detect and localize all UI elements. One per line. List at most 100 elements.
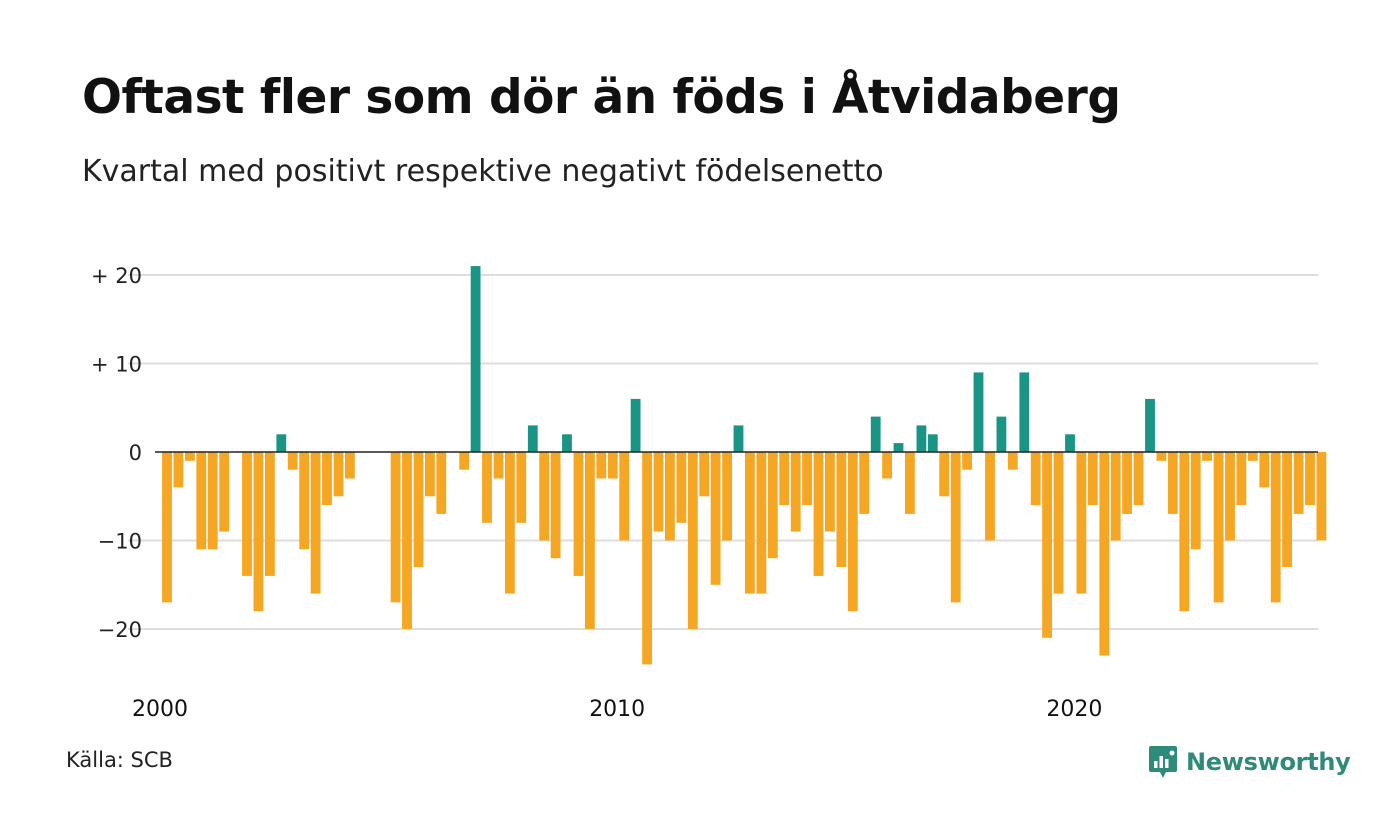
bar [219, 452, 230, 532]
bar [745, 452, 755, 594]
bar [836, 452, 847, 567]
chart-subtitle: Kvartal med positivt respektive negativt… [82, 154, 884, 189]
bar [242, 452, 252, 576]
bar [185, 452, 195, 461]
bar [630, 398, 641, 452]
bar [253, 452, 264, 612]
bar [1282, 452, 1292, 567]
bar [207, 452, 218, 550]
bar [619, 452, 630, 541]
bar [973, 372, 984, 452]
bar [1145, 398, 1155, 452]
bar [1305, 452, 1315, 506]
bar [927, 434, 938, 452]
bar [939, 452, 950, 497]
x-tick-label: 2010 [589, 697, 645, 722]
bar [1213, 452, 1224, 603]
bar [1236, 452, 1247, 506]
bar [813, 452, 824, 576]
bar [1007, 452, 1018, 470]
bar [173, 452, 184, 488]
bar [390, 452, 401, 603]
bar-chart: + 20 + 10 0 −10 −20 2000 2010 2020 [91, 264, 1327, 722]
bar [653, 452, 664, 532]
bar [642, 452, 652, 665]
bar [825, 452, 835, 532]
bar [1179, 452, 1190, 612]
bar [425, 452, 435, 497]
bar [676, 452, 687, 523]
bar [1259, 452, 1270, 488]
bar [779, 452, 790, 506]
bar [333, 452, 344, 497]
bar [1316, 452, 1327, 541]
bar [687, 452, 698, 629]
bar [345, 452, 355, 479]
y-axis-ticks: + 20 + 10 0 −10 −20 [91, 264, 142, 642]
bar [550, 452, 561, 559]
bar [859, 452, 870, 514]
bar [607, 452, 618, 479]
bar [1042, 452, 1052, 638]
bar [733, 425, 744, 452]
bar [573, 452, 584, 576]
x-axis-ticks: 2000 2010 2020 [132, 697, 1102, 722]
bar [162, 452, 172, 603]
bar [402, 452, 412, 629]
bar [1087, 452, 1098, 506]
bar [1225, 452, 1235, 541]
bar [596, 452, 607, 479]
chart-title: Oftast fler som dör än föds i Åtvidaberg [82, 70, 1121, 125]
bar [756, 452, 767, 594]
bar [310, 452, 321, 594]
bar [287, 452, 298, 470]
bar [1293, 452, 1304, 514]
y-tick-label: −20 [98, 618, 142, 642]
bar [1133, 452, 1144, 506]
bar [436, 452, 447, 514]
bars [155, 266, 1327, 665]
bar [1099, 452, 1110, 656]
bar [1202, 452, 1212, 461]
bar [505, 452, 515, 594]
bar [1053, 452, 1064, 594]
bar [196, 452, 207, 550]
bar [962, 452, 972, 470]
bar [539, 452, 550, 541]
newsworthy-logo-icon [1149, 746, 1177, 778]
bar [985, 452, 995, 541]
bar [1076, 452, 1087, 594]
y-tick-label: + 20 [91, 264, 142, 288]
bar [870, 416, 881, 452]
bar [493, 452, 504, 479]
x-tick-label: 2000 [132, 697, 188, 722]
bar [1156, 452, 1167, 461]
y-tick-label: + 10 [91, 353, 142, 377]
y-tick-label: 0 [129, 441, 142, 465]
bar [527, 425, 538, 452]
bar [562, 434, 572, 452]
y-tick-label: −10 [98, 530, 142, 554]
bar [276, 434, 287, 452]
bar [585, 452, 595, 629]
bar [767, 452, 778, 559]
bar [996, 416, 1007, 452]
bar [1030, 452, 1041, 506]
bar [1065, 434, 1075, 452]
bar [470, 266, 481, 452]
bar [413, 452, 424, 567]
bar [1122, 452, 1132, 514]
bar [950, 452, 961, 603]
bar [916, 425, 927, 452]
source-label: Källa: SCB [66, 748, 173, 772]
bar [802, 452, 812, 506]
bar [1190, 452, 1201, 550]
bar [710, 452, 721, 585]
bar [665, 452, 675, 541]
bar [790, 452, 801, 532]
brand-name: Newsworthy [1186, 748, 1351, 776]
bar [905, 452, 915, 514]
bar [482, 452, 492, 523]
bar [265, 452, 275, 576]
bar [699, 452, 710, 497]
